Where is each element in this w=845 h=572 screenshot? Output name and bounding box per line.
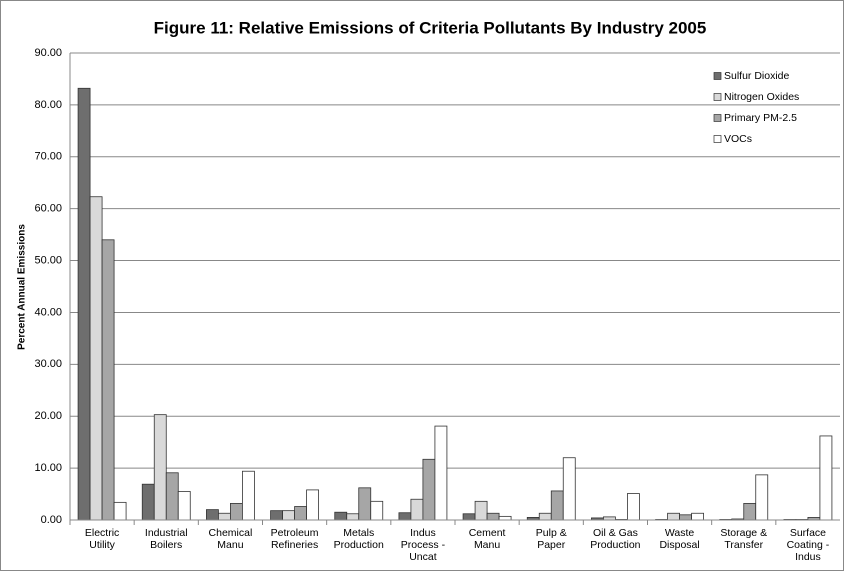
bar <box>242 470 255 521</box>
bar <box>294 506 307 521</box>
bar <box>667 512 680 521</box>
x-tick-label: Indus Process - Uncat <box>400 527 446 563</box>
x-tick-label: Surface Coating - Indus <box>786 527 830 563</box>
bar <box>358 487 372 521</box>
y-tick-label: 20.00 <box>34 410 62 422</box>
bar <box>498 515 512 521</box>
y-tick-label: 90.00 <box>34 47 62 59</box>
x-tick-label: Chemical Manu <box>208 527 253 551</box>
bar <box>101 239 115 521</box>
x-tick-label: Storage & Transfer <box>720 527 768 551</box>
y-tick-label: 10.00 <box>34 462 62 474</box>
legend-label: Sulfur Dioxide <box>724 70 790 82</box>
y-tick-label: 80.00 <box>34 99 62 111</box>
bar <box>346 513 360 521</box>
legend-swatch <box>713 135 722 143</box>
x-tick-label: Metals Production <box>333 527 384 551</box>
x-tick-label: Waste Disposal <box>659 527 700 551</box>
bar <box>206 509 219 521</box>
bar <box>486 512 500 521</box>
x-tick-label: Electric Utility <box>84 527 120 551</box>
bar <box>398 512 412 521</box>
bar <box>334 511 348 521</box>
bar <box>153 414 167 521</box>
bar <box>462 513 476 521</box>
bar <box>282 510 295 521</box>
bar <box>679 514 692 521</box>
bar <box>562 457 576 521</box>
bar <box>370 500 384 521</box>
bar <box>434 425 448 521</box>
bar <box>819 435 833 521</box>
bar <box>422 458 436 521</box>
bar <box>410 498 424 521</box>
bar <box>77 87 91 521</box>
legend-swatch <box>713 72 722 80</box>
bar <box>165 472 179 521</box>
bar <box>755 474 769 521</box>
x-tick-label: Petroleum Refineries <box>270 527 319 551</box>
bar <box>89 196 103 521</box>
legend-label: VOCs <box>724 133 752 145</box>
bar <box>270 510 283 521</box>
legend-label: Nitrogen Oxides <box>724 91 799 103</box>
bar <box>691 512 704 521</box>
x-tick-label: Oil & Gas Production <box>590 527 641 551</box>
bar <box>177 491 191 521</box>
legend-label: Primary PM-2.5 <box>724 112 797 124</box>
legend-swatch <box>713 114 722 122</box>
bar <box>218 512 231 521</box>
y-tick-label: 0.00 <box>41 514 62 526</box>
bar <box>627 493 640 521</box>
x-tick-label: Cement Manu <box>468 527 506 551</box>
y-tick-label: 60.00 <box>34 203 62 215</box>
bar <box>113 501 127 521</box>
bar <box>474 500 488 521</box>
bar <box>141 483 155 521</box>
y-tick-label: 40.00 <box>34 306 62 318</box>
y-tick-label: 30.00 <box>34 358 62 370</box>
bar <box>306 489 319 521</box>
bar <box>743 502 757 521</box>
bar <box>538 512 552 521</box>
x-tick-label: Pulp & Paper <box>535 527 567 551</box>
x-tick-label: Industrial Boilers <box>144 527 188 551</box>
bar <box>550 490 564 521</box>
chart-title: Figure 11: Relative Emissions of Criteri… <box>154 18 707 37</box>
y-tick-label: 70.00 <box>34 151 62 163</box>
y-tick-label: 50.00 <box>34 254 62 266</box>
legend-swatch <box>713 93 722 101</box>
y-axis-label: Percent Annual Emissions <box>17 224 28 350</box>
bar <box>230 502 243 521</box>
